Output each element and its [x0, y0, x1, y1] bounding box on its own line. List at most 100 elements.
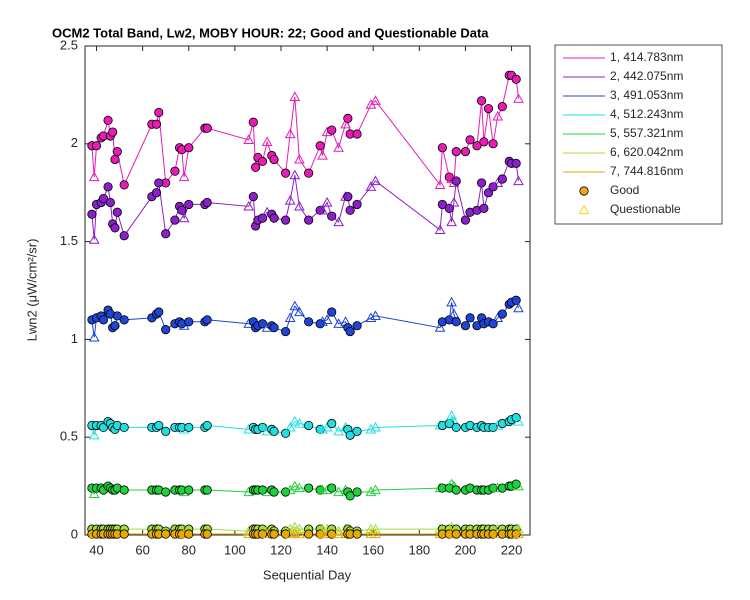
good-marker: [110, 321, 120, 331]
good-marker: [269, 487, 279, 497]
good-marker: [352, 529, 362, 539]
legend-label: 3, 491.053nm: [610, 88, 683, 102]
legend-label: 2, 442.075nm: [610, 69, 683, 83]
good-marker: [304, 215, 314, 225]
good-marker: [154, 178, 164, 188]
good-marker: [112, 311, 122, 321]
questionable-marker: [333, 528, 344, 539]
y-tick-label: 0: [71, 526, 78, 541]
good-marker: [105, 197, 115, 208]
x-tick-label: 160: [362, 542, 384, 557]
questionable-marker: [370, 95, 381, 105]
good-marker: [483, 103, 494, 114]
questionable-marker: [317, 423, 328, 434]
legend-label: 4, 512.243nm: [610, 107, 683, 121]
questionable-marker: [513, 416, 524, 426]
good-marker: [98, 193, 109, 204]
good-marker: [112, 207, 122, 217]
questionable-marker: [446, 478, 457, 489]
legend-label: Good: [610, 183, 639, 197]
questionable-marker: [289, 480, 301, 491]
good-marker: [108, 127, 118, 137]
questionable-marker: [446, 216, 457, 227]
good-marker: [460, 147, 471, 157]
good-marker: [511, 479, 521, 489]
good-marker: [280, 168, 291, 178]
questionable-marker: [289, 416, 301, 426]
good-marker: [304, 317, 314, 327]
y-tick-label: 0.5: [60, 429, 78, 444]
questionable-marker: [289, 91, 301, 101]
legend-label: Questionable: [610, 202, 681, 216]
questionable-marker: [492, 110, 504, 121]
good-marker: [437, 199, 447, 210]
good-marker: [91, 141, 102, 151]
good-marker: [511, 295, 521, 305]
questionable-marker: [434, 179, 446, 189]
good-marker: [460, 215, 471, 225]
y-tick-label: 2.5: [60, 37, 78, 52]
questionable-marker: [289, 300, 301, 311]
good-marker: [352, 129, 362, 139]
questionable-marker: [434, 224, 446, 234]
questionable-marker: [88, 331, 100, 342]
questionable-marker: [88, 234, 100, 244]
questionable-marker: [284, 421, 296, 432]
questionable-marker: [178, 171, 190, 182]
good-marker: [248, 117, 258, 127]
legend-marker: [578, 204, 590, 215]
good-marker: [343, 192, 353, 202]
good-marker: [177, 205, 187, 215]
questionable-marker: [289, 169, 301, 180]
good-marker: [202, 123, 212, 133]
questionable-marker: [294, 482, 305, 493]
good-marker: [280, 215, 291, 225]
good-marker: [497, 174, 507, 184]
good-marker: [497, 309, 507, 319]
questionable-marker: [317, 150, 328, 160]
good-marker: [161, 229, 171, 239]
questionable-marker: [434, 322, 446, 332]
good-marker: [112, 147, 122, 157]
questionable-marker: [333, 142, 344, 152]
questionable-marker: [284, 523, 296, 534]
good-marker: [304, 529, 314, 539]
good-marker: [497, 102, 507, 112]
good-marker: [119, 231, 129, 241]
good-marker: [184, 199, 194, 210]
questionable-marker: [321, 196, 333, 207]
good-marker: [304, 483, 314, 493]
good-marker: [352, 426, 362, 436]
plot-area: [84, 45, 531, 539]
questionable-marker: [513, 528, 524, 539]
good-marker: [488, 529, 498, 539]
good-marker: [184, 422, 194, 433]
questionable-marker: [294, 528, 305, 539]
questionable-marker: [513, 302, 524, 313]
good-marker: [476, 96, 487, 106]
good-marker: [352, 487, 362, 497]
x-tick-label: 180: [408, 542, 430, 557]
good-marker: [110, 154, 120, 165]
good-marker: [315, 141, 325, 151]
good-marker: [184, 143, 194, 153]
y-tick-label: 1: [71, 331, 78, 346]
good-marker: [202, 197, 212, 208]
good-marker: [202, 420, 212, 431]
questionable-marker: [446, 296, 457, 307]
good-marker: [465, 135, 475, 145]
chart-title: OCM2 Total Band, Lw2, MOBY HOUR: 22; Goo…: [52, 25, 489, 40]
questionable-marker: [294, 417, 305, 428]
good-marker: [161, 529, 171, 539]
good-marker: [327, 307, 337, 317]
questionable-marker: [243, 200, 255, 211]
questionable-marker: [289, 527, 301, 538]
good-marker: [345, 491, 355, 501]
y-tick-label: 2: [71, 135, 78, 150]
questionable-marker: [321, 314, 333, 324]
legend-label: 1, 414.783nm: [610, 50, 683, 64]
questionable-marker: [261, 136, 273, 146]
good-marker: [476, 178, 487, 188]
x-tick-label: 40: [89, 542, 103, 557]
questionable-marker: [333, 216, 344, 227]
